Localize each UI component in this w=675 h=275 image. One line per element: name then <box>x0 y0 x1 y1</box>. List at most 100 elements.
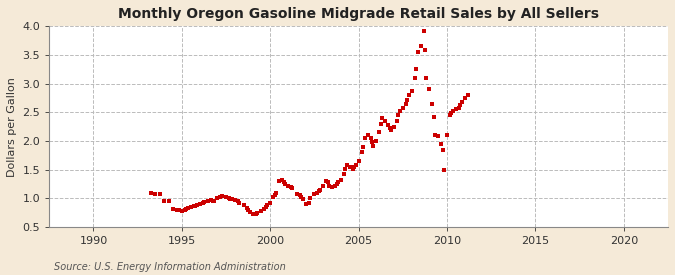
Point <box>339 172 350 177</box>
Point <box>377 116 387 120</box>
Point <box>436 142 447 146</box>
Point <box>330 183 341 188</box>
Point <box>462 93 473 97</box>
Point <box>367 140 377 144</box>
Point <box>424 87 435 92</box>
Point <box>238 203 249 207</box>
Point <box>278 180 289 185</box>
Point <box>371 139 382 143</box>
Point <box>454 106 464 110</box>
Point <box>409 76 420 80</box>
Point <box>198 200 209 204</box>
Point <box>182 205 193 210</box>
Point <box>232 199 243 204</box>
Point <box>323 180 333 185</box>
Point <box>252 211 263 215</box>
Point <box>450 107 461 112</box>
Point <box>190 204 200 208</box>
Point <box>209 199 219 204</box>
Point <box>353 159 364 163</box>
Point <box>368 143 379 148</box>
Point <box>304 196 315 200</box>
Point <box>430 133 441 138</box>
Point <box>456 100 467 104</box>
Point <box>286 185 296 189</box>
Point <box>300 202 311 206</box>
Point <box>385 127 396 132</box>
Point <box>271 190 281 195</box>
Point <box>350 163 361 167</box>
Point <box>287 186 298 190</box>
Point <box>312 190 323 195</box>
Point <box>262 203 273 207</box>
Point <box>375 122 386 126</box>
Point <box>215 195 225 199</box>
Point <box>415 44 426 49</box>
Point <box>167 207 178 211</box>
Point <box>327 185 338 189</box>
Point <box>403 93 414 97</box>
Point <box>155 192 165 197</box>
Point <box>421 76 432 80</box>
Point <box>296 195 306 199</box>
Point <box>429 115 439 119</box>
Point <box>380 119 391 123</box>
Point <box>321 179 331 183</box>
Text: Source: U.S. Energy Information Administration: Source: U.S. Energy Information Administ… <box>54 262 286 272</box>
Y-axis label: Dollars per Gallon: Dollars per Gallon <box>7 77 17 177</box>
Point <box>261 205 271 209</box>
Point <box>427 101 438 106</box>
Point <box>294 193 305 198</box>
Point <box>412 50 423 54</box>
Point <box>150 192 161 196</box>
Point <box>188 204 199 208</box>
Point <box>225 197 236 201</box>
Point <box>206 198 217 202</box>
Point <box>216 194 227 198</box>
Point <box>340 166 351 171</box>
Point <box>437 147 448 152</box>
Point <box>269 193 280 197</box>
Title: Monthly Oregon Gasoline Midgrade Retail Sales by All Sellers: Monthly Oregon Gasoline Midgrade Retail … <box>118 7 599 21</box>
Point <box>292 192 302 196</box>
Point <box>448 109 458 113</box>
Point <box>349 165 360 169</box>
Point <box>394 109 405 113</box>
Point <box>256 209 267 213</box>
Point <box>460 96 470 100</box>
Point <box>230 198 240 202</box>
Point <box>439 167 450 172</box>
Point <box>446 111 457 116</box>
Point <box>348 166 358 171</box>
Point <box>309 192 320 196</box>
Point <box>203 199 214 203</box>
Point <box>173 208 184 213</box>
Point <box>180 208 190 212</box>
Point <box>176 209 187 213</box>
Point <box>383 123 394 127</box>
Point <box>362 133 373 138</box>
Point <box>186 205 196 209</box>
Point <box>221 195 232 199</box>
Point <box>344 165 355 169</box>
Point <box>163 199 174 204</box>
Point <box>247 212 258 216</box>
Point <box>418 29 429 33</box>
Point <box>441 133 452 138</box>
Point <box>197 201 208 205</box>
Point <box>279 182 290 186</box>
Point <box>318 183 329 188</box>
Point <box>374 130 385 134</box>
Point <box>358 145 369 149</box>
Point <box>242 206 252 210</box>
Point <box>283 183 294 188</box>
Point <box>400 101 411 106</box>
Point <box>335 178 346 182</box>
Point <box>331 182 342 186</box>
Point <box>181 207 192 211</box>
Point <box>313 189 324 194</box>
Point <box>445 113 456 117</box>
Point <box>273 179 284 183</box>
Point <box>146 190 157 195</box>
Point <box>315 188 326 192</box>
